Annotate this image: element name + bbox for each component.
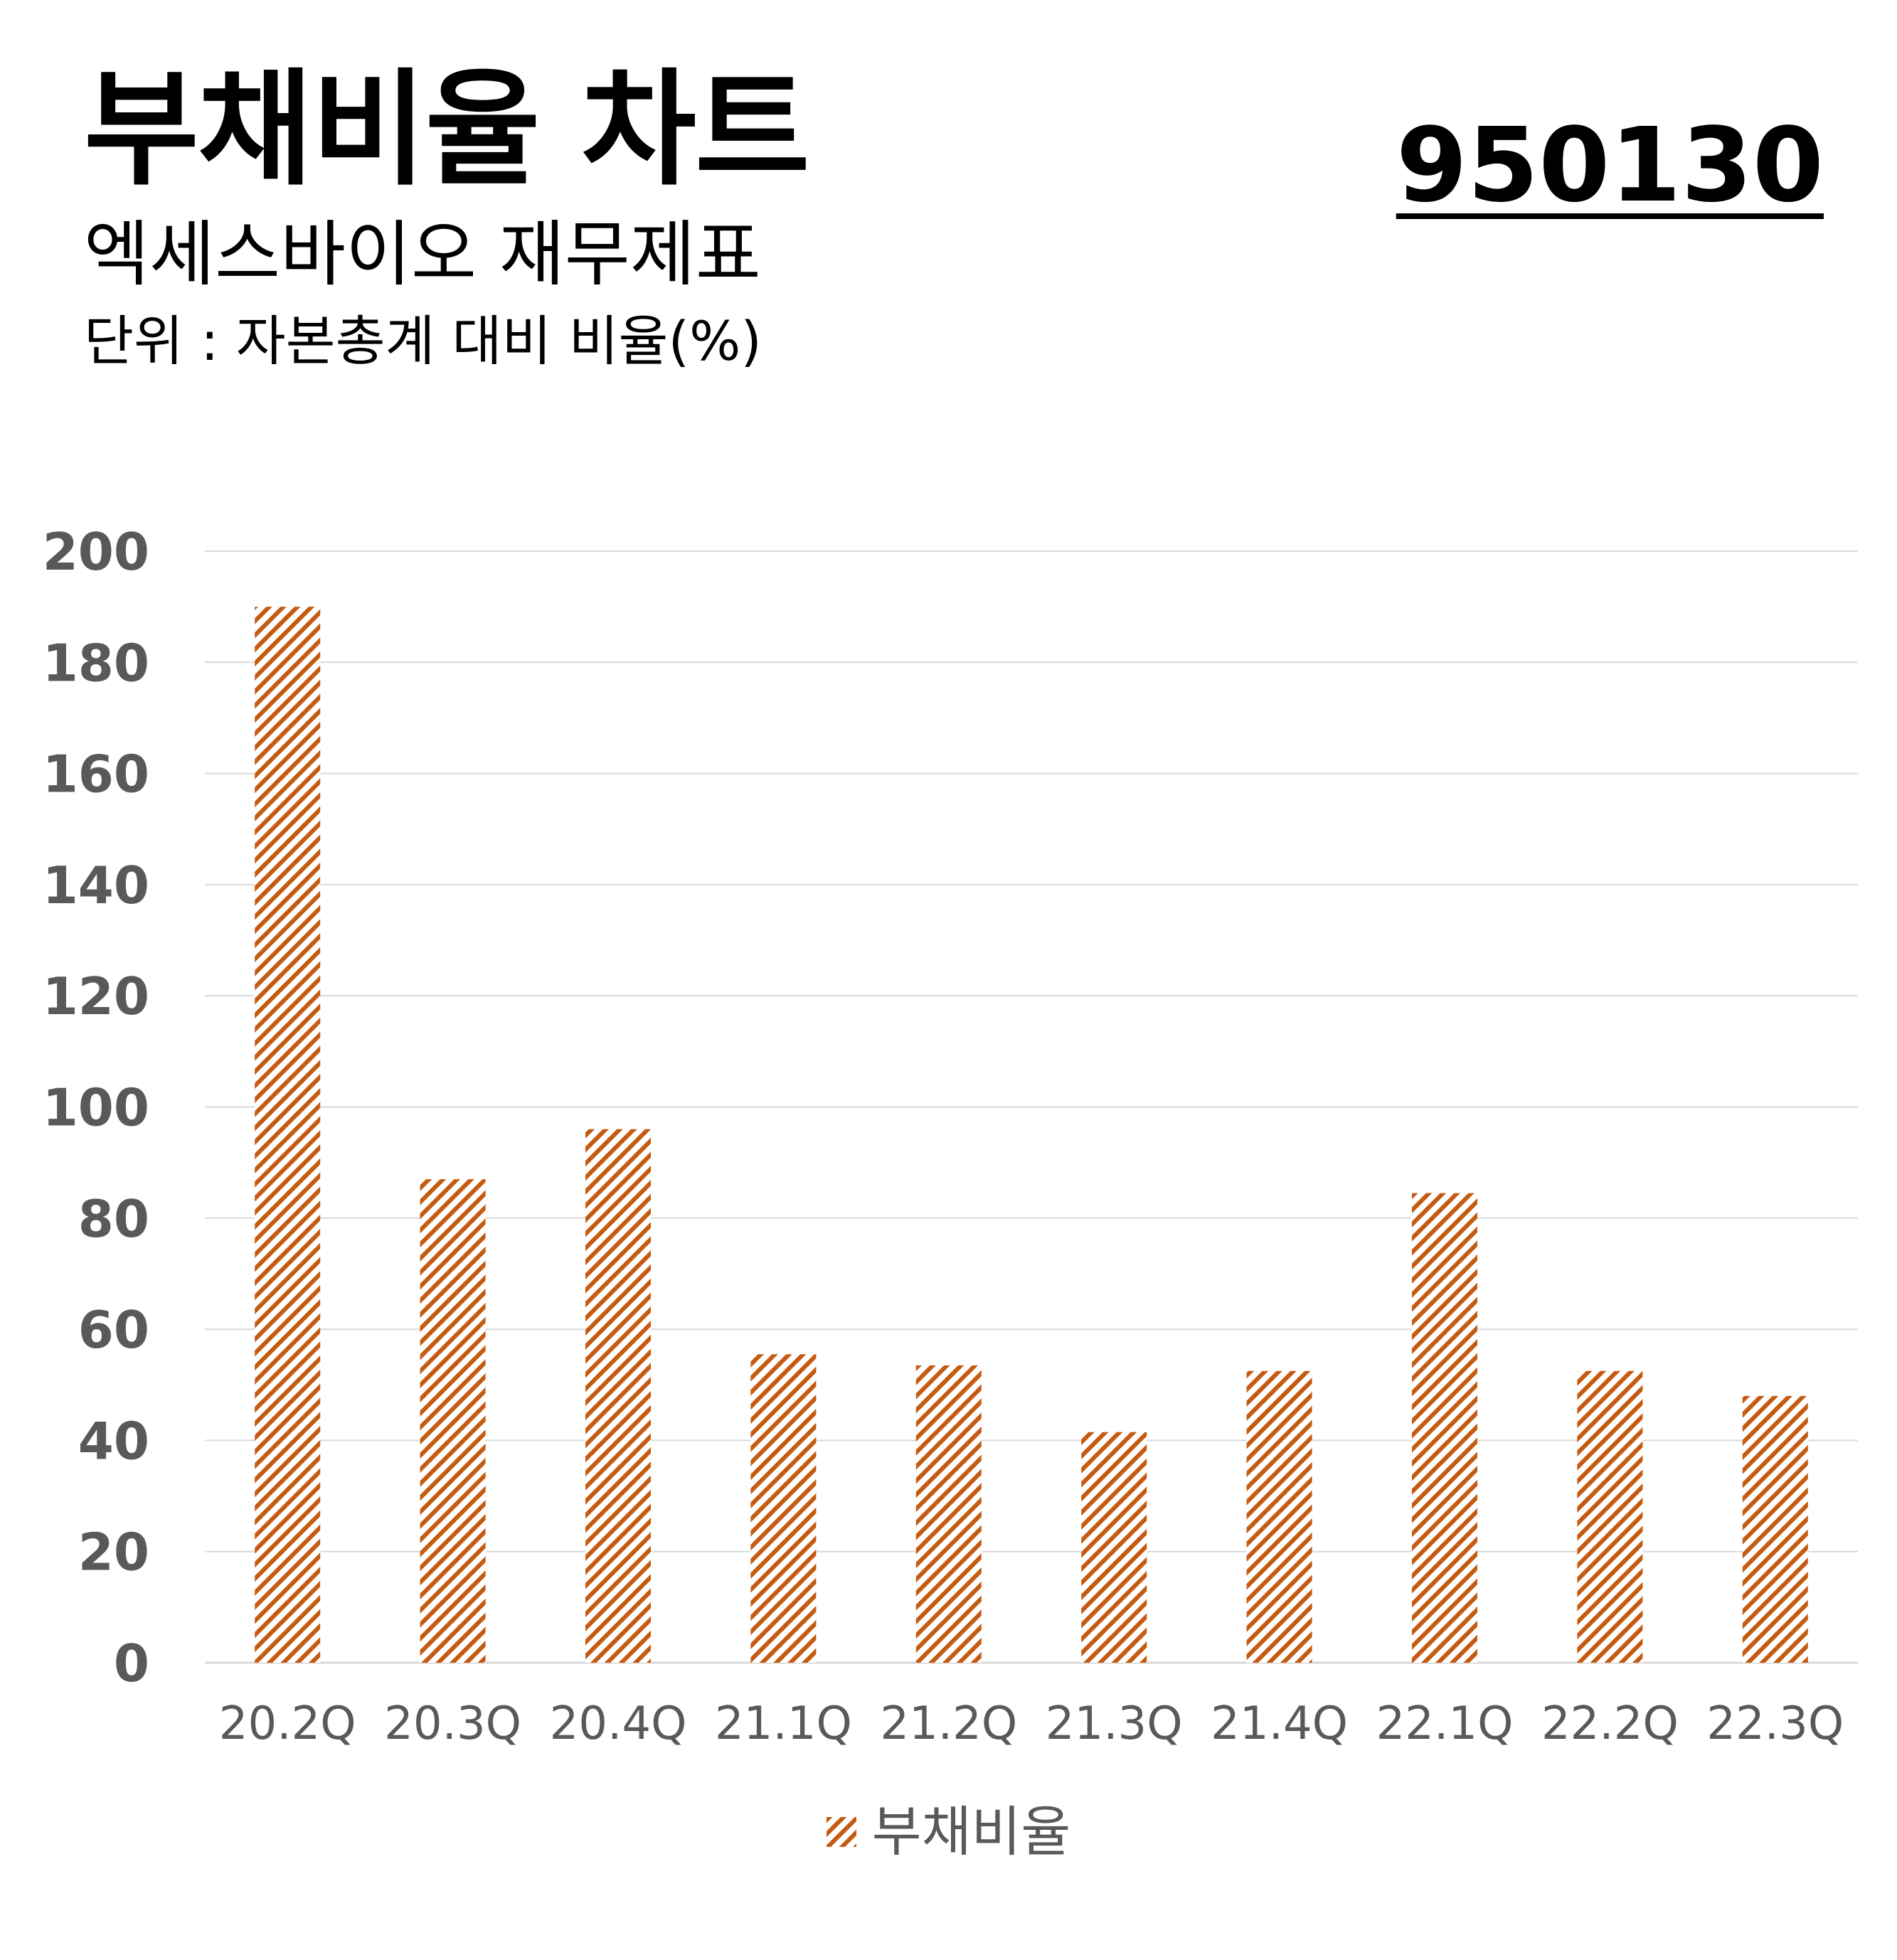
bar-22.3Q [1742,1395,1808,1663]
chart-title: 부채비율 차트 [84,57,810,203]
y-tick-label: 160 [43,745,149,804]
bar-22.2Q [1577,1370,1643,1663]
unit-note: 단위 : 자본총계 대비 비율(%) [84,309,762,373]
y-tick-label: 120 [43,966,149,1026]
x-tick-label: 22.3Q [1706,1698,1844,1750]
bar-21.3Q [1081,1432,1147,1663]
y-tick-label: 40 [78,1411,149,1471]
x-tick-label: 21.4Q [1211,1698,1348,1750]
legend-label: 부채비율 [871,1800,1071,1863]
y-tick-label: 20 [78,1523,149,1582]
x-tick-label: 21.3Q [1046,1698,1183,1750]
x-tick-label: 22.1Q [1376,1698,1514,1750]
x-tick-label: 20.2Q [219,1698,356,1750]
y-tick-label: 0 [114,1634,149,1693]
y-tick-label: 80 [78,1189,149,1249]
x-tick-label: 21.2Q [880,1698,1017,1750]
bar-21.1Q [750,1354,817,1663]
x-tick-label: 20.3Q [384,1698,521,1750]
legend-swatch [826,1817,856,1847]
y-tick-label: 180 [43,633,149,693]
y-tick-label: 60 [78,1300,149,1360]
bars [255,607,1808,1663]
bar-21.2Q [915,1365,982,1663]
y-tick-label: 100 [43,1078,149,1138]
bar-21.4Q [1246,1370,1312,1663]
y-tick-label: 140 [43,856,149,915]
legend: 부채비율 [0,1805,1897,1859]
bar-20.3Q [420,1179,486,1663]
x-axis-ticks: 20.2Q 20.3Q 20.4Q 21.1Q 21.2Q 21.3Q 21.4Q 22.1Q… [219,1698,1844,1750]
bar-20.2Q [255,607,321,1663]
chart-subtitle: 엑세스바이오 재무제표 [84,213,761,296]
x-tick-label: 22.2Q [1541,1698,1679,1750]
stock-code: 950130 [1396,105,1824,225]
bar-22.1Q [1412,1193,1477,1663]
x-tick-label: 21.1Q [715,1698,852,1750]
x-tick-label: 20.4Q [550,1698,687,1750]
y-tick-label: 200 [43,522,149,582]
bar-20.4Q [585,1129,651,1663]
